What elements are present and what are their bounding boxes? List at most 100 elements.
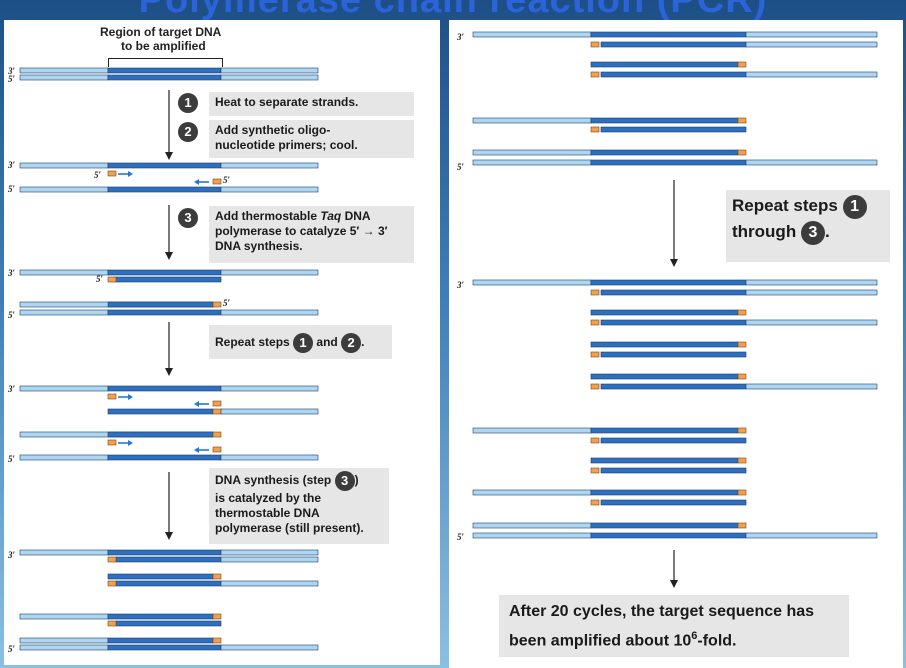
flank-strand-segment bbox=[472, 31, 592, 38]
target-strand-segment bbox=[107, 385, 222, 392]
flank-strand-segment bbox=[472, 489, 592, 496]
flank-strand-segment bbox=[745, 279, 878, 286]
repeat-through-num1: 1 bbox=[842, 194, 867, 219]
repeat-text-c: . bbox=[361, 335, 365, 349]
end-label-5: 5′ bbox=[223, 175, 231, 185]
repeat-through-num2: 3 bbox=[800, 220, 825, 245]
flank-strand-segment bbox=[472, 427, 592, 434]
extension-arrowhead bbox=[128, 171, 133, 177]
end-label-3: 3′ bbox=[7, 550, 16, 560]
flank-strand-segment bbox=[19, 162, 109, 169]
flank-strand-segment bbox=[220, 162, 319, 169]
target-strand-segment bbox=[107, 454, 222, 461]
primer bbox=[107, 580, 117, 587]
target-strand-segment bbox=[590, 341, 739, 348]
target-region-bracket bbox=[108, 58, 223, 67]
target-strand-segment bbox=[107, 573, 214, 580]
repeat-text-a: Repeat steps bbox=[215, 335, 290, 349]
target-strand-segment bbox=[115, 580, 222, 587]
primer bbox=[737, 373, 747, 380]
target-strand-segment bbox=[600, 351, 747, 358]
target-strand-segment bbox=[590, 427, 739, 434]
repeat-through-text1: Repeat steps bbox=[732, 196, 838, 215]
target-strand-segment bbox=[115, 620, 222, 627]
flank-strand-segment bbox=[745, 319, 878, 326]
flank-strand-segment bbox=[220, 74, 319, 81]
repeat-through-box: Repeat steps 1 through 3. bbox=[726, 190, 890, 262]
primer bbox=[590, 437, 600, 444]
flank-strand-segment bbox=[19, 309, 109, 316]
flank-strand-segment bbox=[220, 549, 319, 556]
end-label-3: 3′ bbox=[7, 66, 16, 76]
target-strand-segment bbox=[600, 289, 747, 296]
flank-strand-segment bbox=[19, 637, 109, 644]
primer bbox=[212, 637, 222, 644]
final-text-line1: After 20 cycles, the target sequence has bbox=[509, 603, 815, 620]
target-strand-segment bbox=[600, 126, 747, 133]
flank-strand-segment bbox=[220, 269, 319, 276]
process-arrowhead bbox=[165, 152, 173, 160]
end-label-5: 5′ bbox=[223, 298, 231, 308]
primer bbox=[590, 71, 600, 78]
target-strand-segment bbox=[107, 269, 222, 276]
page-title: Polymerase chain reaction (PCR) bbox=[138, 0, 768, 21]
end-label-5: 5′ bbox=[94, 170, 102, 180]
flank-strand-segment bbox=[19, 385, 109, 392]
extension-arrowhead bbox=[194, 447, 199, 453]
synth-text-b: ) bbox=[354, 473, 359, 488]
region-label-line2: to be amplified bbox=[121, 39, 206, 53]
step2-text-line2: nucleotide primers; cool. bbox=[215, 138, 358, 152]
target-strand-segment bbox=[107, 431, 214, 438]
target-strand-segment bbox=[600, 71, 747, 78]
flank-strand-segment bbox=[220, 454, 319, 461]
end-label-5: 5′ bbox=[8, 454, 16, 464]
step3-text-a: Add thermostable bbox=[215, 209, 321, 223]
target-strand-segment bbox=[107, 162, 222, 169]
primer bbox=[737, 149, 747, 156]
flank-strand-segment bbox=[472, 117, 592, 124]
flank-strand-segment bbox=[745, 159, 878, 166]
end-label-5: 5′ bbox=[96, 274, 104, 284]
flank-strand-segment bbox=[220, 556, 319, 563]
end-label-3: 3′ bbox=[7, 160, 16, 170]
repeat-through-text2: through bbox=[732, 222, 797, 241]
end-label-5: 5′ bbox=[8, 74, 16, 84]
flank-strand-segment bbox=[19, 67, 109, 74]
end-label-5: 5′ bbox=[8, 184, 16, 194]
synth-text-line3: thermostable DNA bbox=[215, 506, 320, 520]
target-strand-segment bbox=[107, 186, 222, 193]
primer bbox=[590, 351, 600, 358]
step2-box: Add synthetic oligo- nucleotide primers;… bbox=[209, 120, 414, 158]
final-exponent: 6 bbox=[691, 630, 698, 642]
flank-strand-segment bbox=[19, 74, 109, 81]
flank-strand-segment bbox=[745, 532, 878, 539]
end-label-3: 3′ bbox=[7, 268, 16, 278]
step3-text-c: DNA bbox=[341, 209, 371, 223]
flank-strand-segment bbox=[220, 408, 319, 415]
flank-strand-segment bbox=[472, 522, 592, 529]
flank-strand-segment bbox=[472, 532, 592, 539]
primer bbox=[212, 408, 222, 415]
primer bbox=[737, 522, 747, 529]
primer bbox=[212, 613, 222, 620]
target-strand-segment bbox=[590, 279, 747, 286]
primer bbox=[590, 289, 600, 296]
target-strand-segment bbox=[107, 637, 214, 644]
primer bbox=[212, 178, 222, 185]
flank-strand-segment bbox=[220, 580, 319, 587]
right-panel: Repeat steps 1 through 3. After 20 cycle… bbox=[449, 20, 903, 668]
target-strand-segment bbox=[113, 276, 222, 283]
flank-strand-segment bbox=[19, 549, 109, 556]
synth-text-line2: is catalyzed by the bbox=[215, 491, 322, 505]
step3-taq: Taq bbox=[320, 209, 342, 223]
flank-strand-segment bbox=[19, 454, 109, 461]
extension-arrowhead bbox=[128, 394, 133, 400]
primer bbox=[212, 446, 222, 453]
process-arrowhead bbox=[670, 259, 678, 267]
region-label-line1: Region of target DNA bbox=[100, 25, 222, 39]
primer bbox=[212, 573, 222, 580]
target-strand-segment bbox=[590, 149, 739, 156]
target-strand-segment bbox=[107, 67, 222, 74]
target-strand-segment bbox=[107, 644, 222, 651]
flank-strand-segment bbox=[472, 159, 592, 166]
